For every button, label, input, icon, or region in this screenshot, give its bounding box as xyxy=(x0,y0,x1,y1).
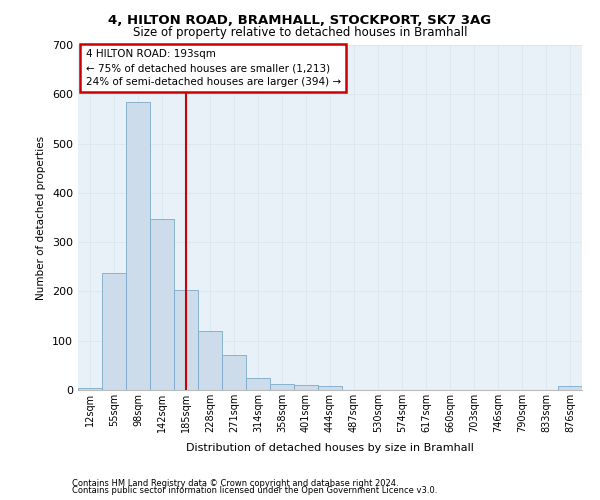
Bar xyxy=(150,219,174,390)
Bar xyxy=(294,385,318,390)
Bar xyxy=(246,378,270,390)
Bar xyxy=(222,355,246,390)
Bar xyxy=(270,384,294,390)
Text: 4 HILTON ROAD: 193sqm
← 75% of detached houses are smaller (1,213)
24% of semi-d: 4 HILTON ROAD: 193sqm ← 75% of detached … xyxy=(86,49,341,87)
Bar xyxy=(318,386,342,390)
Bar xyxy=(198,332,222,390)
X-axis label: Distribution of detached houses by size in Bramhall: Distribution of detached houses by size … xyxy=(186,444,474,454)
Bar xyxy=(126,102,150,390)
Bar xyxy=(174,290,198,390)
Y-axis label: Number of detached properties: Number of detached properties xyxy=(37,136,46,300)
Bar xyxy=(102,273,126,390)
Text: 4, HILTON ROAD, BRAMHALL, STOCKPORT, SK7 3AG: 4, HILTON ROAD, BRAMHALL, STOCKPORT, SK7… xyxy=(109,14,491,27)
Text: Size of property relative to detached houses in Bramhall: Size of property relative to detached ho… xyxy=(133,26,467,39)
Bar xyxy=(78,388,102,390)
Text: Contains public sector information licensed under the Open Government Licence v3: Contains public sector information licen… xyxy=(72,486,437,495)
Text: Contains HM Land Registry data © Crown copyright and database right 2024.: Contains HM Land Registry data © Crown c… xyxy=(72,478,398,488)
Bar xyxy=(558,386,582,390)
